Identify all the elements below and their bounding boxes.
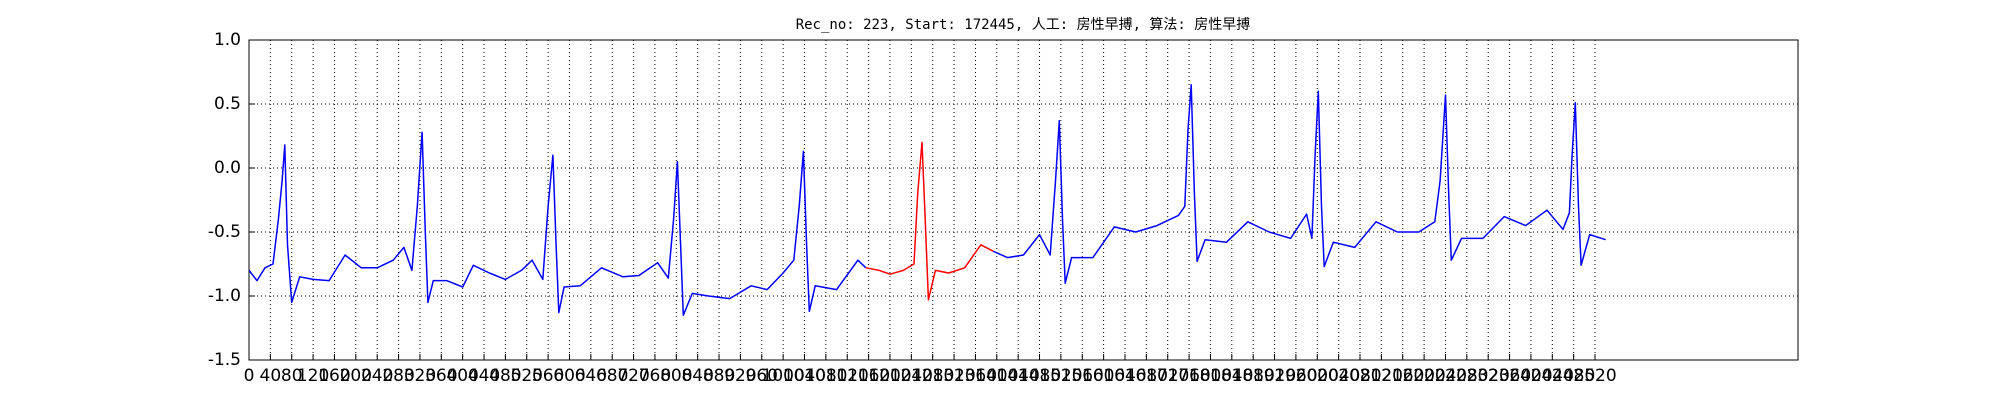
x-tick-label: 1360	[954, 366, 997, 386]
x-tick-label: 1960	[1274, 366, 1317, 386]
x-tick-label: 400	[446, 366, 478, 386]
y-tick-label: -1.0	[208, 286, 241, 306]
x-tick-label: 2440	[1531, 366, 1574, 386]
x-tick-label: 200	[340, 366, 372, 386]
x-tick-label: 760	[639, 366, 671, 386]
x-tick-label: 560	[532, 366, 564, 386]
y-tick-label: 1.0	[214, 30, 241, 50]
x-tick-label: 2320	[1467, 366, 1510, 386]
series-line	[248, 84, 1606, 316]
x-tick-label: 1440	[997, 366, 1040, 386]
x-tick-label: 1240	[890, 366, 933, 386]
x-tick-label: 1640	[1103, 366, 1146, 386]
x-tick-label: 80	[281, 366, 303, 386]
x-tick-label: 800	[660, 366, 692, 386]
x-tick-label: 2360	[1488, 366, 1531, 386]
x-tick-label: 360	[425, 366, 457, 386]
x-tick-label: 1120	[826, 366, 869, 386]
x-tick-label: 1000	[762, 366, 805, 386]
x-tick-label: 2080	[1338, 366, 1381, 386]
x-tick-label: 640	[575, 366, 607, 386]
x-tick-label: 1680	[1125, 366, 1168, 386]
x-tick-label: 1880	[1232, 366, 1275, 386]
x-tick-label: 160	[318, 366, 350, 386]
x-tick-label: 1320	[932, 366, 975, 386]
y-tick-label: 0.0	[214, 158, 241, 178]
x-tick-label: 960	[746, 366, 778, 386]
x-tick-label: 1400	[975, 366, 1018, 386]
x-tick-label: 840	[681, 366, 713, 386]
x-tick-label: 1520	[1039, 366, 1082, 386]
x-tick-label: 2240	[1424, 366, 1467, 386]
x-tick-label: 320	[404, 366, 436, 386]
x-tick-label: 2520	[1573, 366, 1616, 386]
x-tick-label: 0	[244, 366, 255, 386]
x-tick-label: 2200	[1402, 366, 1445, 386]
x-tick-label: 1480	[1018, 366, 1061, 386]
x-tick-label: 1600	[1082, 366, 1125, 386]
y-tick-label: -1.5	[208, 350, 241, 370]
series-line	[865, 141, 994, 301]
plot-frame	[248, 39, 1799, 361]
x-tick-label: 440	[468, 366, 500, 386]
x-tick-label: 1720	[1146, 366, 1189, 386]
x-tick-label: 2160	[1381, 366, 1424, 386]
x-tick-label: 1280	[911, 366, 954, 386]
x-tick-label: 280	[382, 366, 414, 386]
x-tick-label: 2040	[1317, 366, 1360, 386]
x-tick-label: 1560	[1061, 366, 1104, 386]
chart-title: Rec_no: 223, Start: 172445, 人工: 房性早搏, 算法…	[796, 16, 1251, 33]
x-tick-label: 1160	[847, 366, 890, 386]
x-tick-label: 1800	[1189, 366, 1232, 386]
x-tick-label: 1200	[868, 366, 911, 386]
x-tick-label: 1080	[804, 366, 847, 386]
x-tick-label: 2120	[1360, 366, 1403, 386]
x-tick-label: 920	[724, 366, 756, 386]
x-tick-label: 1040	[783, 366, 826, 386]
x-tick-label: 2400	[1509, 366, 1552, 386]
x-tick-label: 720	[617, 366, 649, 386]
x-tick-label: 1920	[1253, 366, 1296, 386]
x-tick-label: 520	[511, 366, 543, 386]
x-tick-label: 880	[703, 366, 735, 386]
y-tick-label: 0.5	[214, 94, 241, 114]
x-tick-label: 240	[361, 366, 393, 386]
x-tick-label: 2000	[1296, 366, 1339, 386]
x-tick-label: 2480	[1552, 366, 1595, 386]
y-tick-label: -0.5	[208, 222, 241, 242]
x-tick-label: 2280	[1445, 366, 1488, 386]
x-tick-label: 480	[489, 366, 521, 386]
x-tick-label: 680	[596, 366, 628, 386]
x-tick-label: 40	[260, 366, 282, 386]
x-tick-label: 120	[297, 366, 329, 386]
x-tick-label: 1840	[1210, 366, 1253, 386]
x-tick-label: 1760	[1167, 366, 1210, 386]
x-tick-label: 600	[553, 366, 585, 386]
